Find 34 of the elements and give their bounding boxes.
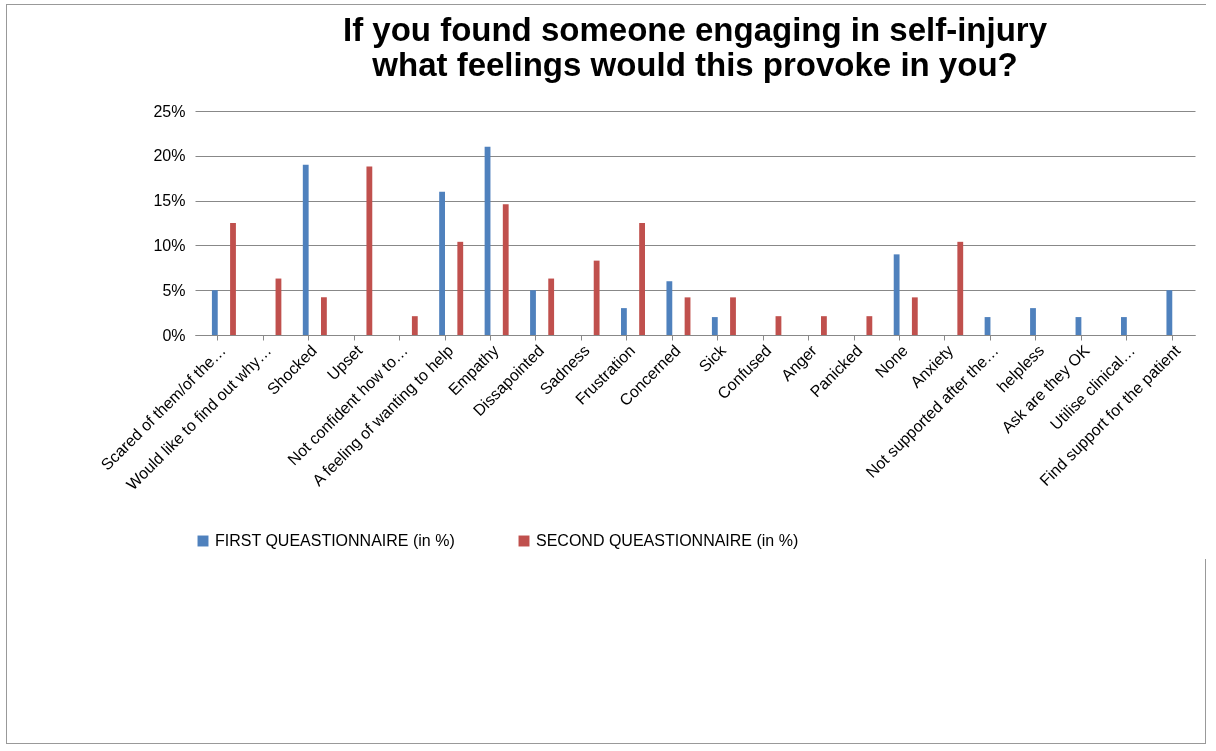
bar bbox=[1121, 317, 1127, 335]
bar bbox=[366, 166, 373, 335]
bar bbox=[321, 297, 327, 335]
y-tick-label: 0% bbox=[162, 326, 186, 344]
bar bbox=[211, 290, 218, 335]
y-tick-label: 10% bbox=[153, 236, 186, 254]
bar bbox=[439, 191, 445, 335]
y-tick-label: 20% bbox=[153, 147, 186, 165]
legend-label: SECOND QUEASTIONNAIRE (in %) bbox=[536, 532, 799, 549]
bar bbox=[957, 241, 964, 335]
bar bbox=[1166, 290, 1173, 335]
bar bbox=[548, 278, 555, 335]
y-tick-label: 25% bbox=[153, 102, 186, 120]
bar bbox=[730, 297, 736, 335]
bar bbox=[666, 281, 673, 335]
bar bbox=[230, 223, 236, 335]
bar bbox=[457, 241, 464, 335]
bar bbox=[302, 164, 309, 335]
chart-title: If you found someone engaging in self-injury what feelings would this provoke in you? bbox=[342, 11, 1048, 83]
bar bbox=[621, 308, 627, 335]
bar bbox=[502, 204, 509, 335]
y-tick-label: 15% bbox=[153, 192, 186, 210]
bar bbox=[866, 316, 873, 335]
bar bbox=[639, 223, 645, 335]
y-tick-label: 5% bbox=[162, 281, 186, 299]
bar bbox=[411, 316, 418, 335]
bar bbox=[1030, 308, 1036, 335]
bar bbox=[911, 297, 918, 335]
bar bbox=[711, 317, 718, 335]
bar bbox=[821, 316, 827, 335]
bar bbox=[893, 254, 900, 335]
bar bbox=[530, 290, 536, 335]
legend-label: FIRST QUEASTIONNAIRE (in %) bbox=[215, 532, 455, 549]
bar bbox=[593, 260, 600, 335]
